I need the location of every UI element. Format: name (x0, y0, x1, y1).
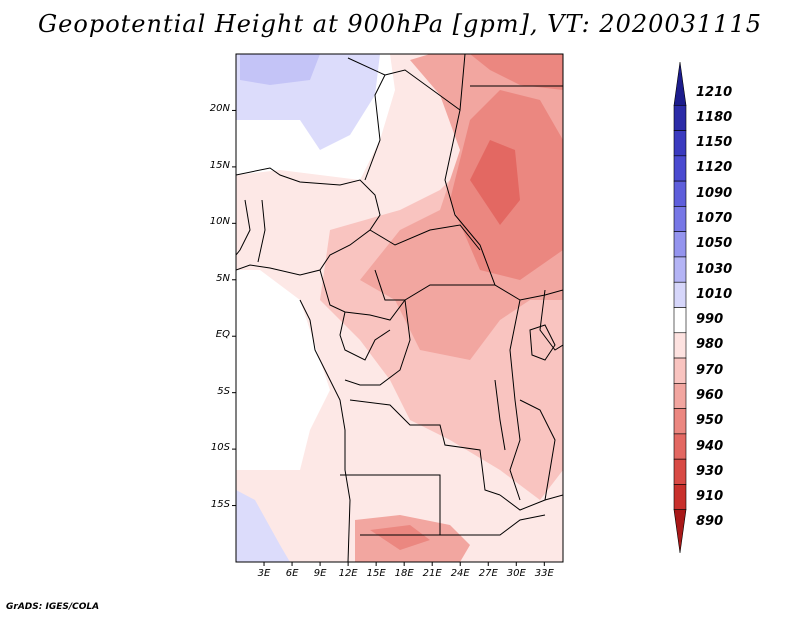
boundary-cameroon-congo (319, 269, 406, 321)
colorbar-segment (673, 281, 687, 308)
boundary-congo-drc (344, 299, 411, 386)
colorbar-segment (673, 155, 687, 182)
colorbar-label: 1180 (696, 109, 733, 125)
boundary-car-north (369, 224, 481, 251)
colorbar-segment (673, 206, 687, 232)
axis-ticks (232, 109, 545, 566)
lat-tick-label: 20N (209, 103, 230, 115)
colorbar-label: 1010 (696, 286, 733, 302)
boundary-benin (257, 199, 266, 263)
colorbar-segment (673, 180, 687, 207)
lon-tick-label: 30E (506, 568, 526, 579)
colorbar-label: 960 (696, 387, 724, 403)
field-deepblue-region-nw (240, 54, 320, 85)
colorbar-label: 940 (696, 438, 724, 454)
colorbar-segment (673, 256, 687, 283)
field-darkred-region-s (370, 525, 430, 550)
coastline-west (299, 299, 351, 562)
boundary-uganda (539, 289, 563, 351)
lat-tick-label: 5S (217, 385, 230, 397)
boundary-angola-drc (349, 399, 501, 496)
lat-tick-label: EQ (215, 329, 230, 341)
colorbar-segment (673, 433, 687, 460)
field-blue-region-sw (236, 490, 290, 562)
boundary-nigeria-west (236, 199, 251, 256)
lon-tick-label: 12E (338, 568, 358, 579)
plot-frame (235, 53, 564, 563)
lon-tick-label: 33E (534, 568, 554, 579)
boundary-chad-libya (384, 54, 466, 111)
colorbar-segment (673, 307, 687, 334)
colorbar-label: 1210 (696, 84, 733, 100)
colorbar-label: 910 (696, 489, 724, 505)
boundary-zambia (499, 494, 563, 511)
colorbar-segment (673, 484, 687, 511)
boundary-gabon (339, 311, 391, 361)
colorbar-label: 970 (696, 362, 724, 378)
lat-tick-label: 5N (216, 272, 230, 284)
lon-tick-label: 6E (285, 568, 299, 579)
field-darkred-region-n (470, 54, 563, 90)
field-darkest-region-ne (470, 140, 520, 225)
colorbar-label: 1030 (696, 261, 733, 277)
colorbar-label: 930 (696, 463, 724, 479)
colorbar-label: 950 (696, 413, 724, 429)
lake-victoria (529, 324, 556, 361)
lon-tick-label: 21E (422, 568, 442, 579)
colorbar-label: 1150 (696, 135, 733, 151)
boundary-angola-south (340, 474, 546, 536)
colorbar-segment (673, 458, 687, 485)
colorbar-segment (673, 231, 687, 258)
colorbar-label: 1070 (696, 211, 733, 227)
colorbar-segment (673, 332, 687, 359)
boundary-niger-chad (347, 57, 386, 181)
boundary-chad-sudan (444, 109, 563, 301)
map-title: Geopotential Height at 900hPa [gpm], VT:… (38, 10, 762, 38)
colorbar-label: 980 (696, 337, 724, 353)
colorbar-label: 990 (696, 312, 724, 328)
colorbar-segment (673, 357, 687, 384)
colorbar (673, 61, 687, 554)
colorbar-label: 1120 (696, 160, 733, 176)
colorbar-label: 890 (696, 514, 724, 530)
lon-tick-label: 27E (478, 568, 498, 579)
lat-tick-label: 10N (209, 216, 230, 228)
boundary-west-africa (236, 167, 381, 276)
colorbar-segment (673, 383, 687, 409)
boundary-car-drc (374, 269, 495, 301)
boundary-lake-tanganyika (494, 379, 506, 451)
lat-tick-label: 15S (210, 498, 230, 510)
field-white-region-coast (236, 270, 330, 470)
boundary-east-drc (509, 299, 521, 501)
boundary-tanzania (519, 399, 556, 501)
colorbar-segment (673, 509, 687, 554)
lat-tick-label: 15N (209, 159, 230, 171)
colorbar-segment (673, 408, 687, 435)
lon-tick-label: 18E (394, 568, 414, 579)
credit-text: GrADS: IGES/COLA (6, 602, 100, 612)
colorbar-label: 1050 (696, 236, 733, 252)
colorbar-segment (673, 61, 687, 106)
lon-tick-label: 15E (366, 568, 386, 579)
lat-tick-label: 10S (210, 442, 230, 454)
lon-tick-label: 3E (257, 568, 271, 579)
lon-tick-label: 24E (450, 568, 470, 579)
colorbar-label: 1090 (696, 185, 733, 201)
country-boundaries (236, 54, 563, 562)
colorbar-segment (673, 104, 687, 131)
colorbar-segment (673, 130, 687, 157)
lon-tick-label: 9E (313, 568, 327, 579)
